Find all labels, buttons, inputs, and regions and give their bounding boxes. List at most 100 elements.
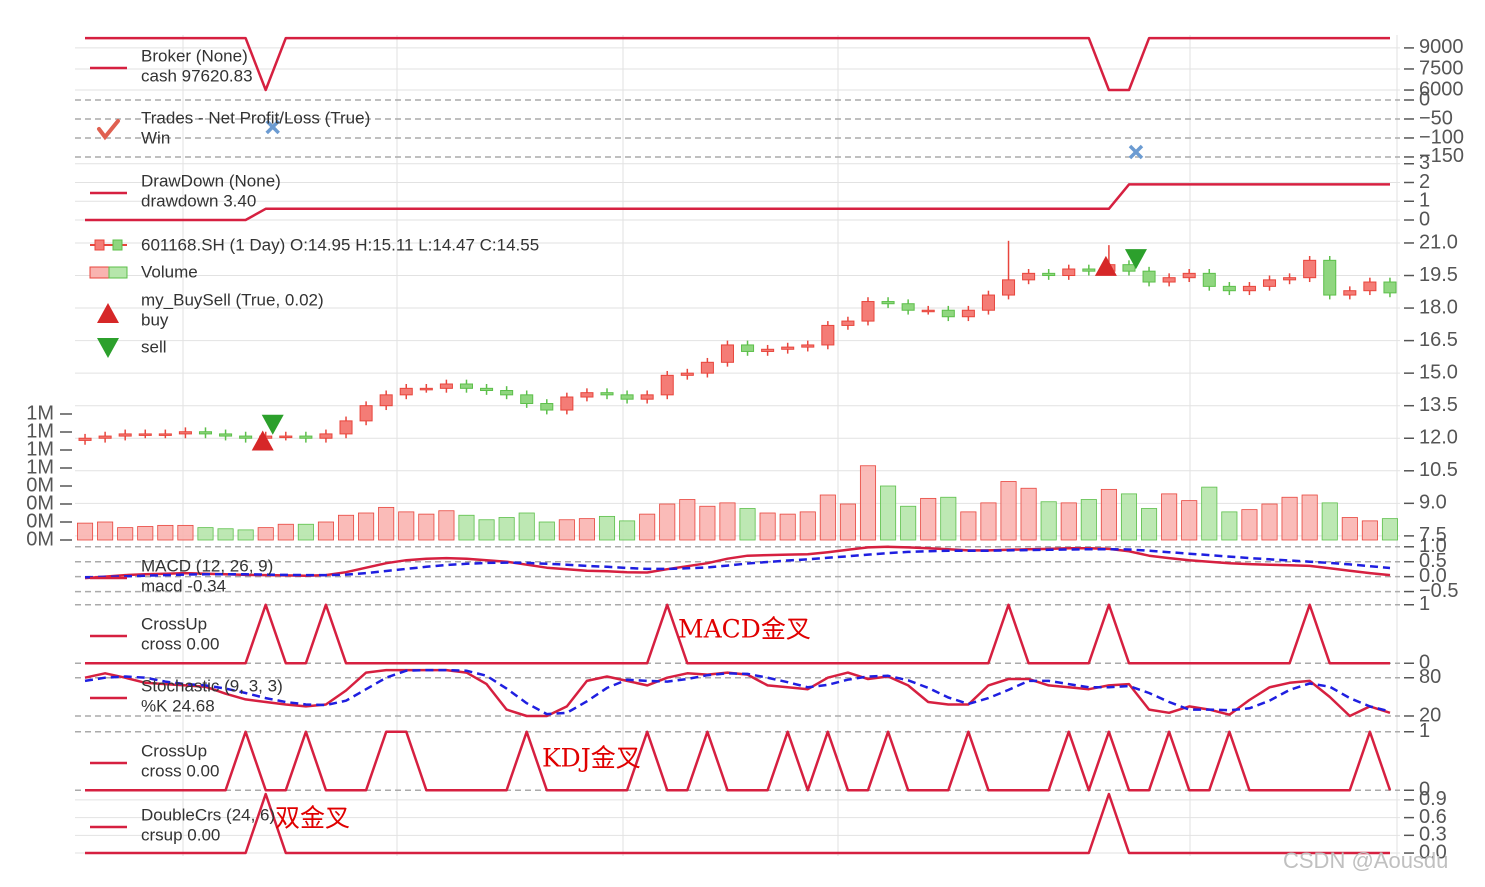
y-tick-label: 0 <box>1419 779 1430 801</box>
candle-body <box>1383 281 1397 294</box>
sell-marker <box>1124 249 1147 270</box>
annotation: 双金叉 <box>275 804 350 833</box>
legend-title: 601168.SH (1 Day) O:14.95 H:15.11 L:14.4… <box>141 235 539 254</box>
volume-bar <box>719 502 736 541</box>
volume-bar <box>639 513 656 541</box>
candle-body <box>600 392 614 396</box>
volume-bar <box>237 529 254 541</box>
volume-bar <box>257 527 274 541</box>
candle-body <box>379 394 393 407</box>
volume-bar <box>418 513 435 541</box>
candle-body <box>339 420 353 435</box>
volume-bar <box>337 514 355 541</box>
y-tick-label: 3 <box>1419 152 1430 174</box>
volume-bar <box>1181 500 1198 541</box>
y-tick-label: 0.5 <box>1419 550 1447 572</box>
candle-body <box>1182 272 1196 279</box>
candle-body <box>881 301 895 305</box>
legend-label: macd -0.34 <box>141 576 226 595</box>
y-tick-label: 10.5 <box>1419 459 1458 481</box>
candle-body <box>419 387 433 391</box>
candle-body <box>1343 290 1357 296</box>
candle-body <box>781 346 795 350</box>
line-series <box>85 730 1392 792</box>
volume-bar <box>839 503 856 541</box>
candle-body <box>841 320 855 326</box>
volume-bar <box>799 511 816 541</box>
candle-body <box>1002 279 1016 296</box>
line-series <box>85 603 1390 665</box>
candle-body <box>1242 285 1256 292</box>
volume-bar <box>498 517 515 541</box>
y-tick-label: −0.5 <box>1419 580 1458 602</box>
candle-body <box>138 433 152 436</box>
y-tick-label: 12.0 <box>1419 427 1458 449</box>
candle-body <box>1202 272 1216 287</box>
volume-bar <box>1080 499 1097 541</box>
line-series <box>85 183 1390 222</box>
candle-body <box>439 383 453 389</box>
volume-bar <box>980 502 997 541</box>
candle-body <box>480 387 494 392</box>
volume-bar <box>398 511 415 541</box>
candle-body <box>239 435 253 439</box>
y-tick-label: 1M <box>26 420 54 442</box>
line-series <box>84 668 1391 716</box>
y-tick-label: 2 <box>1419 171 1430 193</box>
candle-body <box>198 431 213 435</box>
y-tick-label: 0 <box>1419 652 1430 674</box>
legend-title: CrossUp <box>141 741 207 760</box>
candle-body <box>540 403 554 411</box>
legend-label: Win <box>141 128 170 147</box>
candle-body <box>941 309 955 318</box>
candle-body <box>1142 270 1156 283</box>
volume-bar <box>177 524 194 541</box>
volume-bar <box>518 512 535 541</box>
volume-bar <box>217 528 234 541</box>
candle-body <box>720 344 734 363</box>
candle-body <box>921 309 935 313</box>
y-tick-label: 1 <box>1419 720 1430 742</box>
candle-body <box>620 394 634 400</box>
line-series <box>84 547 1391 579</box>
y-tick-label: 0M <box>26 492 54 514</box>
y-tick-label: 7.5 <box>1419 524 1447 546</box>
volume-bar <box>578 518 595 541</box>
volume-bar <box>297 523 314 541</box>
candle-body <box>741 344 755 352</box>
sell-marker <box>261 414 284 435</box>
y-tick-label: −100 <box>1419 126 1464 148</box>
volume-bar <box>117 527 134 541</box>
y-tick-label: 0 <box>1419 88 1430 110</box>
candle-body <box>158 433 172 436</box>
line-series <box>84 668 1391 718</box>
candle-body <box>861 301 875 322</box>
legend-label: crsup 0.00 <box>141 825 220 844</box>
candle-body <box>640 394 654 400</box>
volume-bar <box>1241 509 1258 541</box>
candle-body <box>520 394 534 405</box>
y-tick-label: 1 <box>1419 593 1430 615</box>
candle-body <box>1022 272 1036 281</box>
candle-body <box>1222 285 1236 292</box>
volume-bar <box>97 521 114 541</box>
candle-body <box>459 383 474 389</box>
volume-bar <box>880 485 897 541</box>
volume-bar <box>1201 486 1218 541</box>
line-series <box>84 545 1391 580</box>
y-tick-label: 7500 <box>1419 57 1464 79</box>
candle-body <box>1062 268 1076 277</box>
candle-body <box>178 431 192 435</box>
annotation: MACD金叉 <box>678 615 811 644</box>
volume-bar <box>1301 494 1318 541</box>
legend-title: DrawDown (None) <box>141 171 281 190</box>
y-tick-label: 0.3 <box>1419 824 1447 846</box>
candle-body <box>279 435 293 439</box>
y-tick-label: 0.0 <box>1419 841 1447 863</box>
y-tick-label: 0.6 <box>1419 806 1447 828</box>
volume-bar <box>960 511 977 541</box>
candle-body <box>359 405 373 422</box>
legend-title: my_BuySell (True, 0.02) <box>141 290 324 309</box>
candle-body <box>1082 268 1096 272</box>
